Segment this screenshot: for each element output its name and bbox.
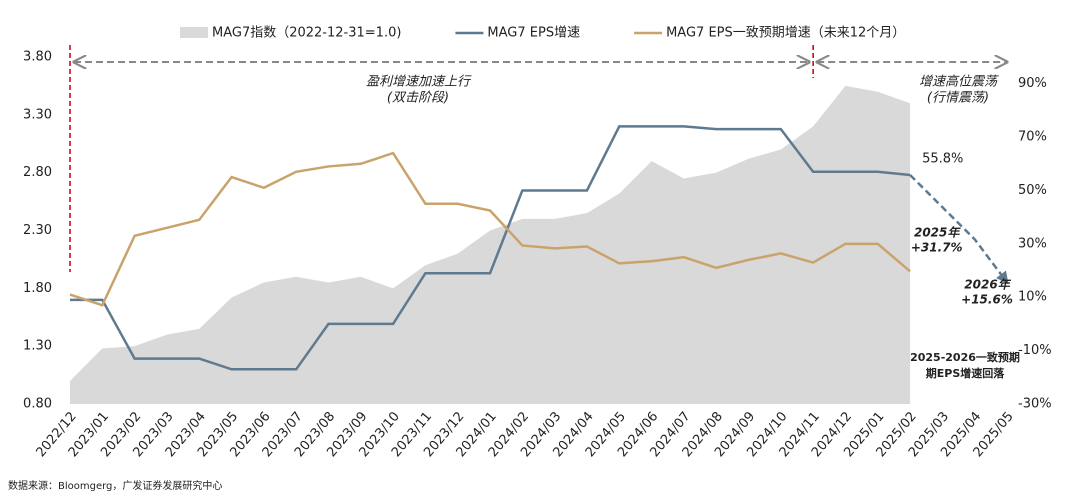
y2-tick-label: 50% — [1018, 183, 1047, 198]
annotation: (双击阶段) — [387, 91, 449, 106]
legend-label: MAG7指数（2022-12-31=1.0) — [212, 26, 401, 41]
index-area — [70, 85, 911, 405]
y-tick-label: 0.80 — [23, 397, 52, 412]
annotation: 2026年 — [964, 278, 1011, 292]
y2-tick-label: -10% — [1018, 343, 1052, 358]
legend-swatch — [180, 27, 208, 38]
y-tick-label: 3.30 — [23, 107, 52, 122]
series-line — [69, 151, 911, 307]
legend-label: MAG7 EPS增速 — [487, 26, 580, 41]
note: 2025-2026一致预期 — [910, 350, 1020, 364]
annotation: (行情震荡) — [927, 91, 989, 106]
series-line — [70, 125, 911, 371]
legend-label: MAG7 EPS一致预期增速（未来12个月） — [666, 26, 905, 41]
value-label: +31.7% — [911, 241, 963, 255]
y2-tick-label: 70% — [1018, 130, 1047, 145]
y-tick-label: 1.80 — [23, 281, 52, 296]
y-tick-label: 3.80 — [23, 50, 52, 65]
y2-tick-label: 10% — [1018, 290, 1047, 305]
forecast-line — [909, 174, 1009, 285]
y-tick-label: 2.80 — [23, 165, 52, 180]
source: 数据来源：Bloomgerg，广发证券发展研究中心 — [8, 479, 222, 492]
annotation: 增速高位震荡 — [919, 74, 999, 90]
value-label: +15.6% — [961, 293, 1013, 307]
annotation: 盈利增速加速上行 — [366, 75, 472, 90]
y-tick-label: 1.30 — [23, 339, 52, 354]
y2-tick-label: 30% — [1018, 236, 1047, 251]
annotation: 2025年 — [914, 226, 961, 240]
note: 期EPS增速回落 — [926, 366, 1005, 380]
value-label: 55.8% — [922, 151, 963, 166]
y2-tick-label: -30% — [1018, 397, 1052, 412]
y2-tick-label: 90% — [1018, 76, 1047, 91]
y-tick-label: 2.30 — [23, 223, 52, 238]
